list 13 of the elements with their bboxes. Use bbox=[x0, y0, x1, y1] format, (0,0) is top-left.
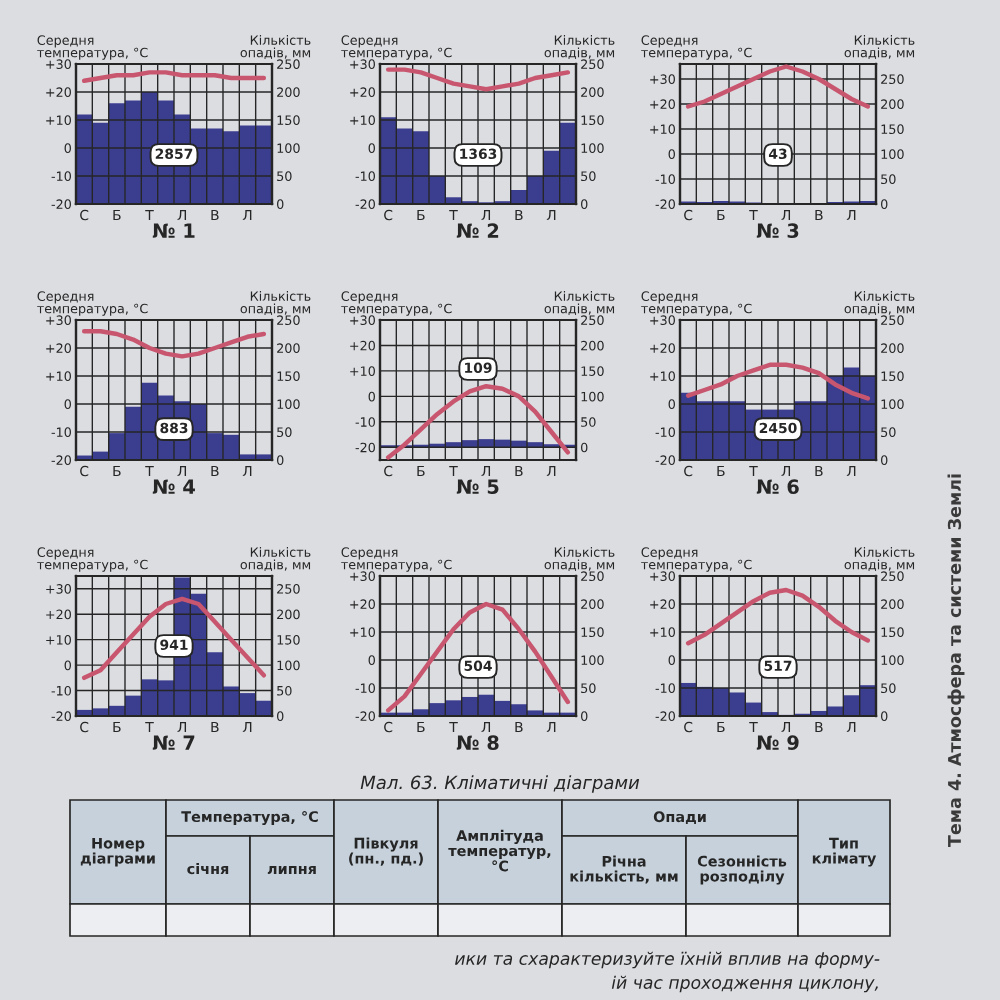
text: № 2 bbox=[456, 223, 499, 238]
text: № 6 bbox=[756, 479, 799, 495]
text: № 4 bbox=[152, 479, 195, 494]
text: № 7 bbox=[152, 735, 195, 750]
text: ики та схарактеризуйте їхній вплив на форму- bbox=[455, 951, 880, 969]
text: Тема 4. Атмосфера та системи Землі bbox=[947, 474, 965, 847]
text: Мал. 63. Кліматичні діаграми bbox=[360, 775, 640, 793]
text: № 1 bbox=[152, 223, 195, 238]
text: № 5 bbox=[456, 479, 499, 495]
text: № 8 bbox=[456, 735, 499, 751]
text: № 9 bbox=[756, 735, 799, 751]
text: № 3 bbox=[756, 223, 799, 239]
text: ій час проходження циклону, bbox=[611, 975, 878, 993]
